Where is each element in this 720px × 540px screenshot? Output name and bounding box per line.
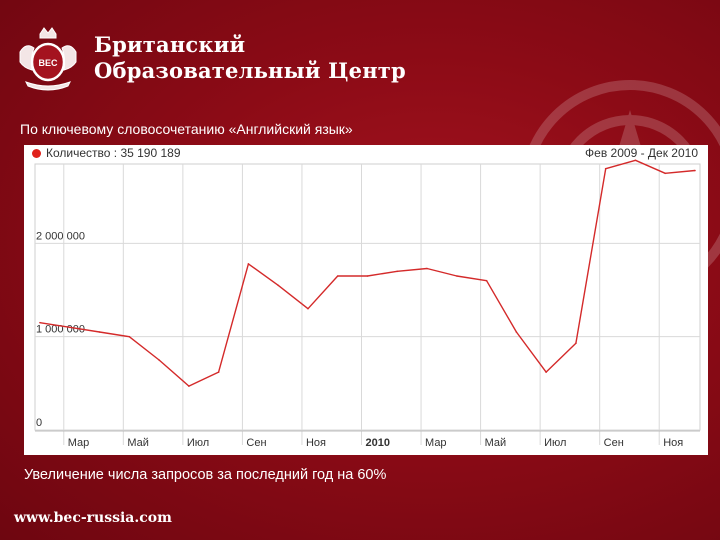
data-point (217, 371, 220, 373)
x-tick-label: Июл (187, 437, 209, 449)
date-range-label: Фев 2009 - Дек 2010 (585, 146, 698, 160)
data-point (128, 335, 131, 338)
x-tick-label: Сен (246, 437, 266, 449)
data-point (366, 275, 369, 277)
line-chart: 0 1 000 000 2 000 000 Мар Май Июл Сен Ноя 2010 Ма… (34, 159, 701, 449)
data-point (158, 359, 160, 361)
x-tick-label: Ноя (663, 437, 683, 449)
data-point (604, 167, 607, 170)
y-tick-label: 0 (36, 417, 42, 429)
legend-marker-icon (32, 149, 41, 158)
x-tick-label: 2010 (366, 437, 390, 449)
data-point (694, 169, 696, 172)
data-point (515, 331, 518, 333)
data-point (247, 263, 250, 265)
legend-label: Количество : 35 190 189 (46, 146, 181, 160)
data-point (68, 326, 71, 329)
brand-name: Британский Образовательный Центр (94, 32, 406, 84)
x-tick-label: Сен (604, 437, 624, 449)
data-point (336, 275, 339, 277)
data-point (545, 371, 547, 373)
data-point (456, 275, 458, 277)
y-tick-label: 1 000 000 (36, 324, 85, 336)
data-point (396, 270, 399, 273)
data-point (307, 307, 309, 310)
x-tick-label: Мар (425, 437, 447, 449)
data-point (575, 342, 577, 344)
data-point (98, 331, 101, 333)
data-point (664, 172, 667, 175)
brand-line-1: Британский (94, 32, 246, 57)
logo-text: BEC (38, 58, 58, 68)
brand-line-2: Образовательный Центр (94, 58, 406, 83)
data-point (39, 321, 41, 324)
y-tick-label: 2 000 000 (36, 230, 85, 242)
x-tick-label: Июл (544, 437, 566, 449)
chart-subtitle: По ключевому словосочетанию «Английский … (20, 121, 353, 137)
data-point (277, 284, 279, 287)
website-url[interactable]: www.bec-russia.com (14, 510, 172, 526)
data-point (188, 385, 190, 387)
x-tick-label: Май (127, 437, 149, 449)
data-point (485, 279, 488, 282)
growth-note: Увеличение числа запросов за последний г… (24, 467, 387, 483)
x-tick-label: Мар (68, 437, 90, 449)
data-point (426, 267, 428, 270)
chart-panel: Количество : 35 190 189 Фев 2009 - Дек 2… (24, 145, 708, 455)
x-tick-label: Ноя (306, 437, 326, 449)
x-tick-label: Май (485, 437, 507, 449)
data-point (634, 159, 637, 162)
series-line (39, 159, 696, 387)
bec-crest-logo: BEC (19, 27, 77, 91)
